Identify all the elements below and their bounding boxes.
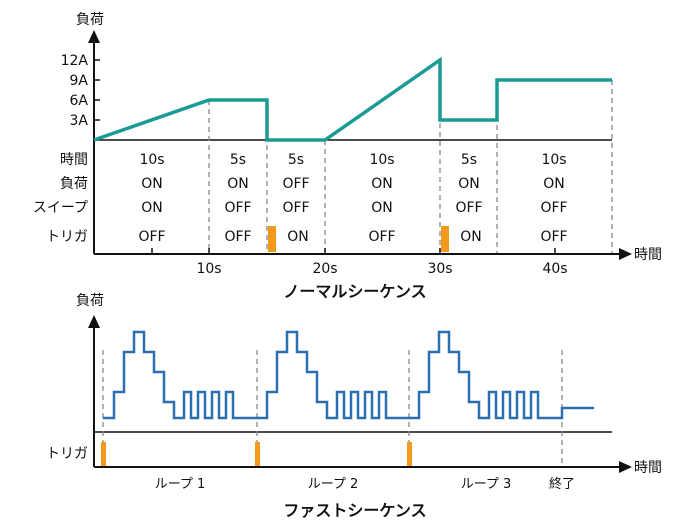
loop-label: ループ 1 — [155, 477, 206, 492]
fast-loop-waveform — [409, 330, 594, 420]
segment-duration: 10s — [369, 152, 394, 168]
fast-sequence: 負荷 トリガ 時間 ループ 1 ループ 2 ループ 3 終了 ファストシーケ — [46, 293, 662, 520]
segment-duration: 5s — [230, 152, 246, 168]
normal-sequence: 負荷 12A 9A 6A 3A 時間 負荷 スイープ トリガ 10s ON ON… — [33, 12, 662, 301]
segment-sweep: OFF — [224, 200, 251, 216]
segment-load: ON — [543, 176, 565, 192]
fast-sequence-caption: ファストシーケンス — [283, 501, 426, 520]
time-tick-label: 10s — [196, 261, 221, 277]
fast-x-arrow-icon — [619, 461, 632, 473]
segment-duration: 10s — [541, 152, 566, 168]
time-tick-label: 40s — [542, 261, 567, 277]
normal-x-arrow-icon — [619, 248, 632, 260]
current-tick-label: 12A — [61, 53, 89, 69]
normal-trigger-pulse — [268, 226, 276, 252]
fast-loop-waveform — [103, 330, 257, 420]
fast-loop-waveform — [257, 330, 409, 420]
fast-trigger-pulse — [407, 442, 412, 468]
segment-sweep: OFF — [540, 200, 567, 216]
segment-sweep: OFF — [282, 200, 309, 216]
segment-duration: 10s — [139, 152, 164, 168]
segment-sweep: ON — [141, 200, 163, 216]
loop-label: ループ 2 — [308, 477, 359, 492]
segment-load: ON — [458, 176, 480, 192]
fast-load-waveform — [103, 330, 594, 420]
current-tick-label: 9A — [70, 73, 89, 89]
current-tick-label: 3A — [70, 113, 89, 129]
segment-duration: 5s — [461, 152, 477, 168]
normal-y-arrow-icon — [88, 30, 100, 43]
normal-trigger-pulse — [441, 226, 449, 252]
row-label-load: 負荷 — [60, 176, 88, 192]
fast-y-arrow-icon — [88, 315, 100, 328]
segment-sweep: ON — [371, 200, 393, 216]
row-label-sweep: スイープ — [33, 200, 88, 216]
loop-label: ループ 3 — [461, 477, 512, 492]
current-tick-label: 6A — [70, 93, 89, 109]
time-tick-label: 30s — [427, 261, 452, 277]
fast-time-axis-label: 時間 — [634, 460, 662, 476]
segment-sweep: OFF — [455, 200, 482, 216]
row-label-trigger: トリガ — [46, 229, 88, 245]
normal-time-axis-label: 時間 — [634, 247, 662, 263]
segment-trigger: OFF — [368, 229, 395, 245]
fast-trigger-label: トリガ — [46, 446, 88, 462]
normal-load-axis-label: 負荷 — [76, 12, 104, 28]
fast-trigger-pulse — [255, 442, 260, 468]
segment-trigger: OFF — [224, 229, 251, 245]
segment-trigger: OFF — [540, 229, 567, 245]
segment-load: ON — [227, 176, 249, 192]
end-label: 終了 — [549, 476, 575, 492]
time-tick-label: 20s — [312, 261, 337, 277]
fast-load-axis-label: 負荷 — [76, 293, 104, 309]
fast-trigger-pulse — [101, 442, 106, 468]
segment-trigger: OFF — [138, 229, 165, 245]
segment-duration: 5s — [288, 152, 304, 168]
segment-load: ON — [141, 176, 163, 192]
segment-load: ON — [371, 176, 393, 192]
normal-sequence-caption: ノーマルシーケンス — [283, 282, 426, 301]
segment-trigger: ON — [287, 229, 309, 245]
segment-trigger: ON — [460, 229, 482, 245]
segment-load: OFF — [282, 176, 309, 192]
row-label-time: 時間 — [60, 152, 88, 168]
normal-load-waveform — [93, 56, 612, 142]
